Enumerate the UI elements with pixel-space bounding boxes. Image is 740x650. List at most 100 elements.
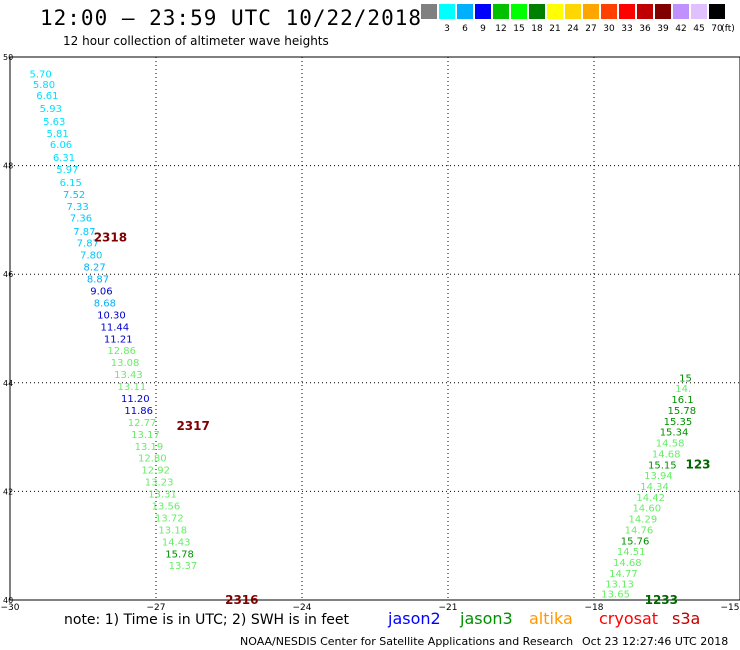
color-scale-swatch (421, 4, 437, 19)
lat-tick-label: 50 (3, 53, 13, 62)
color-scale-label: 9 (480, 24, 486, 34)
swh-value-label: 13.18 (158, 525, 187, 536)
swh-value-label: 12.80 (138, 454, 167, 465)
color-scale-swatch (691, 4, 707, 19)
swh-value-label: 12.77 (128, 418, 157, 429)
swh-value-label: 7.80 (80, 251, 102, 262)
swh-value-label: 13.17 (131, 430, 160, 441)
pass-time-label: 123 (685, 457, 710, 471)
color-scale-label: 45 (693, 24, 705, 34)
swh-value-label: 7.52 (63, 190, 85, 201)
color-scale-label: 12 (495, 24, 507, 34)
swh-value-label: 12.92 (141, 466, 170, 477)
swh-value-label: 13.56 (152, 502, 181, 513)
swh-value-label: 6.61 (36, 91, 58, 102)
pass-time-labels: 2318 2317 2316 123 1233 (94, 230, 711, 607)
color-scale-label: 39 (657, 24, 669, 34)
swh-value-label: 15.34 (660, 428, 689, 439)
swh-value-label: 13.31 (148, 490, 177, 501)
color-scale-swatch (709, 4, 725, 19)
color-scale-swatch (511, 4, 527, 19)
swh-value-label: 15 (679, 373, 692, 384)
swh-value-label: 5.93 (40, 104, 62, 115)
color-scale-swatch (673, 4, 689, 19)
pass-time-label: 2318 (94, 230, 127, 244)
lat-tick-label: 40 (3, 596, 13, 605)
plot-frame (9, 56, 740, 601)
color-scale-swatch (547, 4, 563, 19)
swh-value-label: 11.20 (121, 394, 150, 405)
swh-value-label: 11.44 (101, 322, 130, 333)
swh-value-label: 15.78 (667, 406, 696, 417)
lat-tick-label: 48 (3, 162, 13, 171)
swh-value-label: 5.70 (29, 69, 51, 80)
swh-value-label: 6.06 (50, 140, 72, 151)
satellite-legend-item: jason2 (388, 609, 441, 628)
satellite-legend-item: jason3 (460, 609, 513, 628)
lon-tick-label: −15 (721, 603, 740, 613)
swh-value-label: 5.80 (33, 80, 55, 91)
swh-value-label: 7.36 (70, 214, 92, 225)
lon-tick-label: −24 (293, 603, 312, 613)
color-scale-swatch (601, 4, 617, 19)
lat-tick-label: 44 (3, 379, 13, 388)
swh-value-label: 15.78 (165, 549, 194, 560)
swh-value-label: 14.77 (609, 569, 638, 580)
color-scale-swatch (619, 4, 635, 19)
pass-time-label: 2316 (225, 593, 258, 607)
color-scale-label: 30 (603, 24, 615, 34)
grid-lines (10, 57, 740, 600)
credit-line: NOAA/NESDIS Center for Satellite Applica… (240, 635, 574, 648)
color-scale-label: 36 (639, 24, 651, 34)
swh-value-label: 8.68 (94, 298, 116, 309)
color-scale-label: 70 (711, 24, 723, 34)
swh-value-label: 9.06 (90, 286, 112, 297)
lon-tick-label: −21 (439, 603, 458, 613)
swh-value-label: 8.27 (83, 263, 105, 274)
swh-value-label: 7.33 (66, 202, 88, 213)
swh-value-label: 14.43 (162, 537, 191, 548)
generated-timestamp: Oct 23 12:27:46 UTC 2018 (582, 635, 729, 648)
swh-value-label: 10.30 (97, 310, 126, 321)
swh-value-label: 14.68 (652, 449, 681, 460)
swh-value-label: 13.65 (601, 589, 630, 600)
swh-value-label: 13.08 (111, 358, 140, 369)
color-scale-swatch (475, 4, 491, 19)
lon-tick-label: −27 (147, 603, 166, 613)
swh-value-label: 15.76 (621, 536, 650, 547)
axis-tick-labels: −30 −27 −24 −21 −18 −15 40 42 44 46 48 50 (1, 53, 740, 613)
swh-value-label: 8.87 (87, 275, 109, 286)
pass-time-label: 2317 (176, 419, 209, 433)
swh-value-label: 13.43 (114, 370, 143, 381)
swh-value-label: 6.15 (60, 178, 82, 189)
swh-value-label: 15.35 (664, 417, 693, 428)
units-note: note: 1) Time is in UTC; 2) SWH is in fe… (64, 612, 350, 628)
swh-value-label: 5.63 (43, 117, 65, 128)
swh-value-label: 14.68 (613, 558, 642, 569)
color-scale-swatch (529, 4, 545, 19)
color-scale-swatch (565, 4, 581, 19)
satellite-legend-item: s3a (672, 609, 701, 628)
swh-value-label: 13.37 (169, 561, 198, 572)
lat-tick-label: 46 (3, 270, 13, 279)
swh-value-label: 14.29 (629, 515, 658, 526)
color-scale-label: 24 (567, 24, 579, 34)
swh-value-label: 14. (675, 384, 691, 395)
wave-height-observations: 5.705.806.61 5.93 5.635.816.06 6.315.97 6.15… (29, 69, 696, 600)
color-scale-label: 42 (675, 24, 687, 34)
color-scale-label: 15 (513, 24, 525, 34)
swh-value-label: 14.34 (640, 482, 669, 493)
swh-value-label: 13.23 (145, 478, 174, 489)
swh-value-label: 13.72 (155, 513, 184, 524)
swh-value-label: 13.94 (644, 471, 673, 482)
swh-value-label: 14.42 (636, 493, 665, 504)
lon-tick-label: −30 (1, 603, 20, 613)
satellite-legend-item: altika (529, 609, 573, 628)
swh-value-label: 6.31 (53, 153, 75, 164)
swh-value-label: 14.60 (632, 504, 661, 515)
color-scale-swatch (439, 4, 455, 19)
lon-tick-label: −18 (585, 603, 604, 613)
color-scale-label: 33 (621, 24, 633, 34)
swh-value-label: 12.86 (107, 346, 136, 357)
